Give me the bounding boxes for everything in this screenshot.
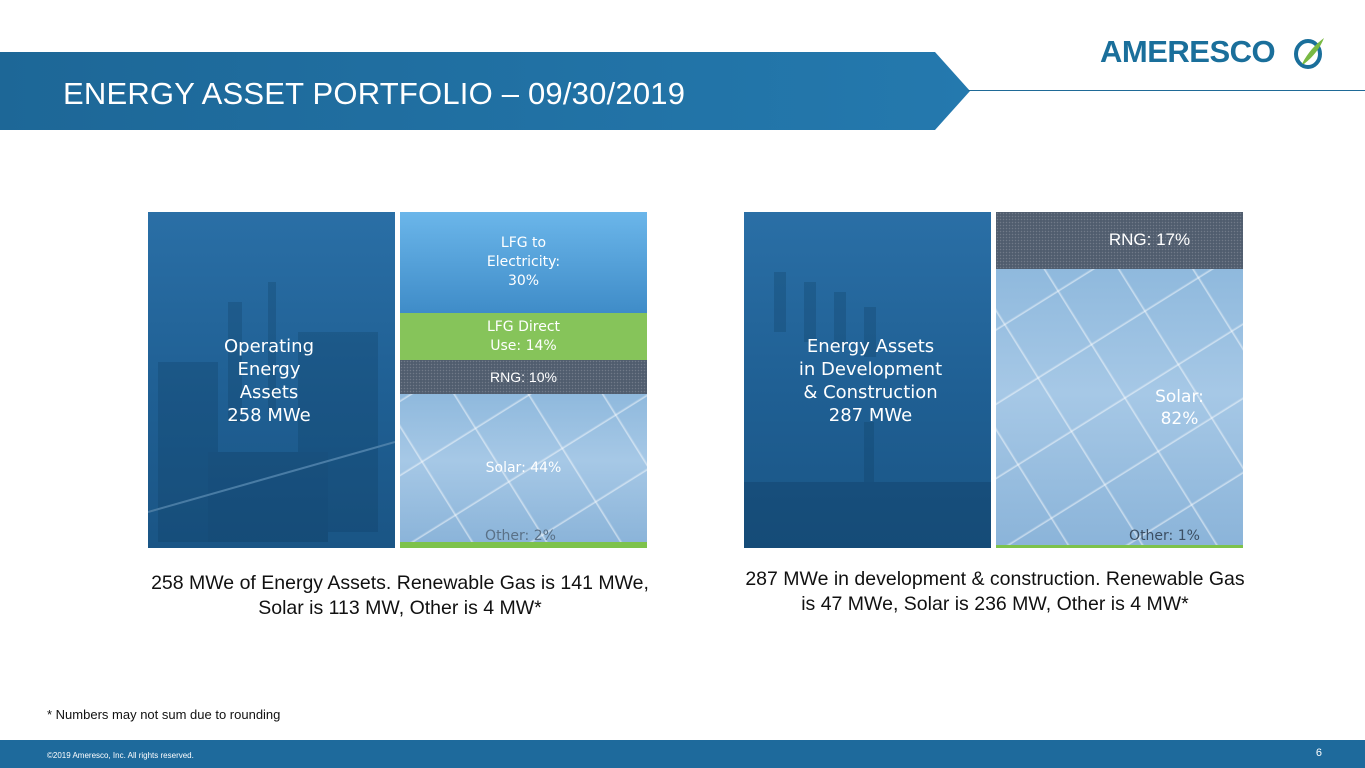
- rounding-footnote: * Numbers may not sum due to rounding: [47, 707, 281, 722]
- development-bar-label-rng: RNG: 17%: [1108, 230, 1191, 249]
- solar-site-photo-overlay: [744, 272, 991, 548]
- operating-bar-label-lfg-to-electricity: LFG to Electricity: 30%: [486, 235, 561, 289]
- company-logo: AMERESCO: [1100, 34, 1330, 74]
- development-bar-label-other: Other: 1%: [1129, 528, 1200, 544]
- operating-assets-caption: 258 MWe of Energy Assets. Renewable Gas …: [151, 572, 649, 619]
- title-banner: [0, 52, 970, 130]
- development-assets-stacked-bar: RNG: 17% Solar: 82% Other: 1%: [996, 212, 1243, 548]
- operating-bar-label-lfg-direct-use: LFG Direct Use: 14%: [486, 318, 561, 354]
- page-number: 6: [1315, 747, 1322, 759]
- footer-bar: ©2019 Ameresco, Inc. All rights reserved…: [0, 740, 1365, 768]
- facility-photo-overlay: [148, 282, 395, 542]
- operating-bar-label-other: Other: 2%: [485, 528, 556, 544]
- leaf-logo-icon: [1294, 38, 1324, 69]
- operating-bar-segment-lfg-to-electricity: [400, 212, 647, 313]
- development-assets-caption: 287 MWe in development & construction. R…: [745, 568, 1245, 615]
- operating-bar-segment-other: [400, 542, 647, 548]
- development-bar-label-solar: Solar: 82%: [1155, 387, 1204, 429]
- operating-bar-label-solar: Solar: 44%: [485, 459, 562, 476]
- operating-bar-segment-rng: [400, 360, 647, 394]
- header-divider: [968, 90, 1365, 91]
- development-assets-label: Energy Assets in Development & Construct…: [798, 336, 943, 426]
- operating-assets-stacked-bar: LFG to Electricity: 30% LFG Direct Use: 1…: [400, 212, 647, 548]
- operating-bar-segment-lfg-direct-use: [400, 313, 647, 360]
- operating-bar-label-rng: RNG: 10%: [490, 368, 557, 385]
- page-title: ENERGY ASSET PORTFOLIO – 09/30/2019: [63, 76, 686, 111]
- development-bar-segment-other: [996, 545, 1243, 548]
- operating-assets-label: Operating Energy Assets 258 MWe: [224, 336, 314, 426]
- logo-text: AMERESCO: [1100, 34, 1276, 69]
- development-bar-segment-solar: [996, 269, 1243, 545]
- development-bar-segment-rng: [996, 212, 1243, 269]
- operating-bar-segment-solar: [400, 394, 647, 542]
- operating-assets-photo-panel: Operating Energy Assets 258 MWe: [148, 212, 395, 548]
- copyright-text: ©2019 Ameresco, Inc. All rights reserved…: [47, 751, 194, 760]
- development-assets-photo-panel: Energy Assets in Development & Construct…: [744, 212, 991, 548]
